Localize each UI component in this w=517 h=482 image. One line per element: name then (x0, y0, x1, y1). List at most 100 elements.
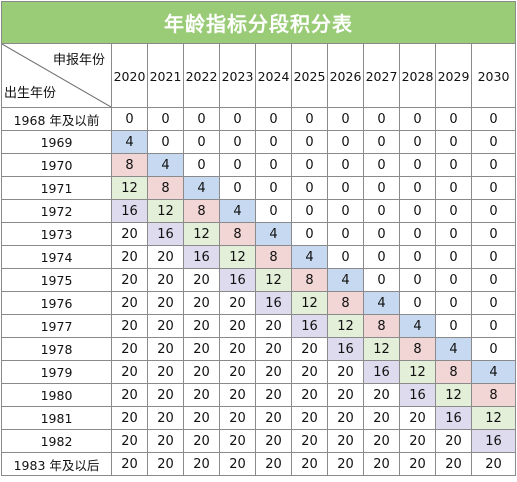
birth-year-label: 1975 (1, 268, 112, 292)
score-cell: 20 (363, 429, 400, 453)
score-cell: 0 (183, 153, 220, 177)
score-cell: 20 (183, 314, 220, 338)
year-header-2020: 2020 (111, 43, 148, 108)
table-row: 1978 20 20 20 20 20 20 16 12 8 4 0 (1, 337, 516, 361)
score-cell: 20 (291, 429, 328, 453)
table-row: 1969 4 0 0 0 0 0 0 0 0 0 0 (1, 130, 516, 154)
score-cell: 8 (219, 222, 256, 246)
table-row: 1971 12 8 4 0 0 0 0 0 0 0 0 (1, 176, 516, 200)
score-cell: 0 (471, 245, 516, 269)
score-cell: 0 (363, 153, 400, 177)
score-cell: 16 (399, 383, 436, 407)
score-cell: 0 (363, 245, 400, 269)
year-header-2021: 2021 (147, 43, 184, 108)
score-cell: 20 (111, 222, 148, 246)
score-cell: 0 (255, 107, 292, 131)
score-cell: 0 (471, 268, 516, 292)
score-cell: 16 (363, 360, 400, 384)
table-row: 1970 8 4 0 0 0 0 0 0 0 0 0 (1, 153, 516, 177)
score-cell: 20 (291, 337, 328, 361)
score-cell: 20 (111, 291, 148, 315)
birth-year-label: 1973 (1, 222, 112, 246)
corner-label-apply-year: 申报年份 (52, 53, 105, 68)
score-cell: 0 (363, 107, 400, 131)
score-cell: 20 (291, 406, 328, 430)
birth-year-label: 1969 (1, 130, 112, 154)
score-cell: 20 (183, 268, 220, 292)
score-cell: 0 (471, 107, 516, 131)
score-cell: 20 (219, 360, 256, 384)
birth-year-label: 1972 (1, 199, 112, 223)
score-cell: 0 (471, 199, 516, 223)
score-cell: 0 (291, 199, 328, 223)
corner-label-birth-year: 出生年份 (4, 86, 57, 101)
birth-year-label: 1970 (1, 153, 112, 177)
table-row: 1977 20 20 20 20 20 16 12 8 4 0 0 (1, 314, 516, 338)
score-cell: 8 (471, 383, 516, 407)
score-cell: 0 (111, 107, 148, 131)
score-cell: 20 (111, 452, 148, 476)
score-cell: 4 (147, 153, 184, 177)
birth-year-label: 1983 年及以后 (1, 452, 112, 476)
score-cell: 20 (111, 245, 148, 269)
score-cell: 0 (183, 107, 220, 131)
score-cell: 4 (327, 268, 364, 292)
score-cell: 20 (291, 383, 328, 407)
score-cell: 12 (255, 268, 292, 292)
year-header-2026: 2026 (327, 43, 364, 108)
score-cell: 20 (435, 452, 472, 476)
score-cell: 4 (219, 199, 256, 223)
score-cell: 0 (291, 107, 328, 131)
score-cell: 0 (399, 153, 436, 177)
year-header-2022: 2022 (183, 43, 220, 108)
table-row: 1968 年及以前 0 0 0 0 0 0 0 0 0 0 0 (1, 107, 516, 131)
score-cell: 8 (399, 337, 436, 361)
score-cell: 20 (147, 360, 184, 384)
score-cell: 0 (471, 176, 516, 200)
score-cell: 0 (147, 130, 184, 154)
score-cell: 20 (183, 360, 220, 384)
score-cell: 0 (471, 337, 516, 361)
score-cell: 4 (399, 314, 436, 338)
score-cell: 20 (399, 429, 436, 453)
year-header-2024: 2024 (255, 43, 292, 108)
score-cell: 20 (399, 406, 436, 430)
score-cell: 0 (471, 314, 516, 338)
table-row: 1981 20 20 20 20 20 20 20 20 20 16 12 (1, 406, 516, 430)
score-cell: 0 (327, 176, 364, 200)
score-cell: 20 (219, 314, 256, 338)
score-cell: 20 (327, 383, 364, 407)
score-cell: 20 (291, 452, 328, 476)
score-cell: 20 (219, 383, 256, 407)
score-cell: 20 (255, 337, 292, 361)
score-cell: 20 (147, 429, 184, 453)
score-cell: 0 (435, 153, 472, 177)
score-cell: 20 (147, 337, 184, 361)
score-cell: 20 (111, 360, 148, 384)
score-cell: 0 (435, 199, 472, 223)
score-cell: 16 (291, 314, 328, 338)
year-header-2023: 2023 (219, 43, 256, 108)
score-cell: 16 (111, 199, 148, 223)
table-title: 年龄指标分段积分表 (1, 1, 516, 44)
score-cell: 20 (219, 337, 256, 361)
score-cell: 4 (363, 291, 400, 315)
score-cell: 0 (471, 222, 516, 246)
score-cell: 8 (435, 360, 472, 384)
score-cell: 4 (471, 360, 516, 384)
score-cell: 20 (147, 245, 184, 269)
header-row: 申报年份 出生年份 2020 2021 2022 2023 2024 2025 2026 20… (1, 43, 516, 108)
score-cell: 20 (471, 452, 516, 476)
score-cell: 0 (255, 153, 292, 177)
birth-year-label: 1980 (1, 383, 112, 407)
score-cell: 0 (327, 199, 364, 223)
score-cell: 0 (435, 314, 472, 338)
score-cell: 0 (399, 222, 436, 246)
score-cell: 0 (471, 153, 516, 177)
score-cell: 8 (327, 291, 364, 315)
score-cell: 0 (399, 199, 436, 223)
score-cell: 0 (219, 130, 256, 154)
birth-year-label: 1971 (1, 176, 112, 200)
score-cell: 20 (183, 406, 220, 430)
score-cell: 20 (183, 452, 220, 476)
